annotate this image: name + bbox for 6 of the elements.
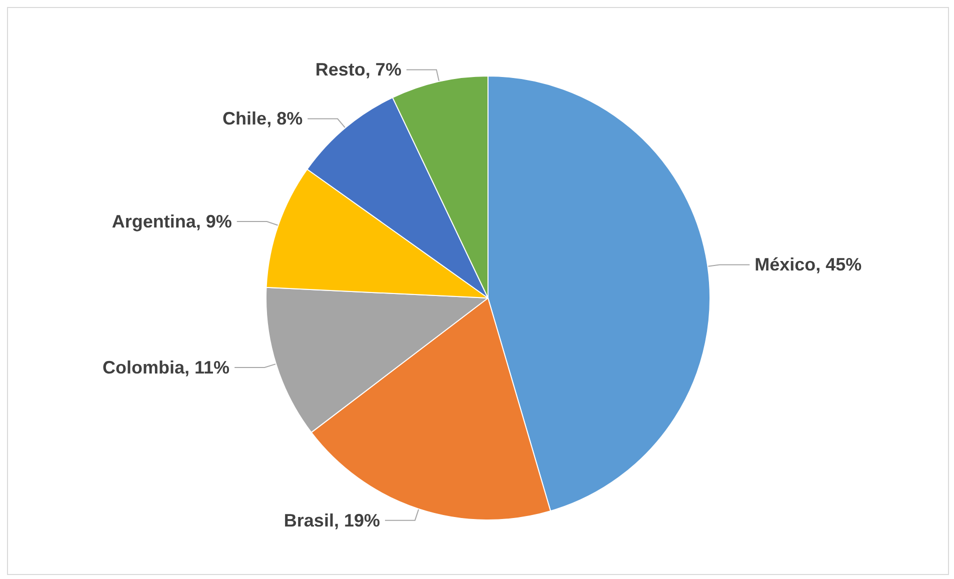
slice-label: Brasil, 19%: [284, 510, 380, 530]
slice-label: Argentina, 9%: [112, 211, 232, 232]
slice-label: Colombia, 11%: [102, 357, 230, 378]
slice-label: México, 45%: [754, 254, 862, 275]
slice-label: Chile, 8%: [222, 108, 303, 129]
slice-label: Resto, 7%: [315, 60, 402, 80]
